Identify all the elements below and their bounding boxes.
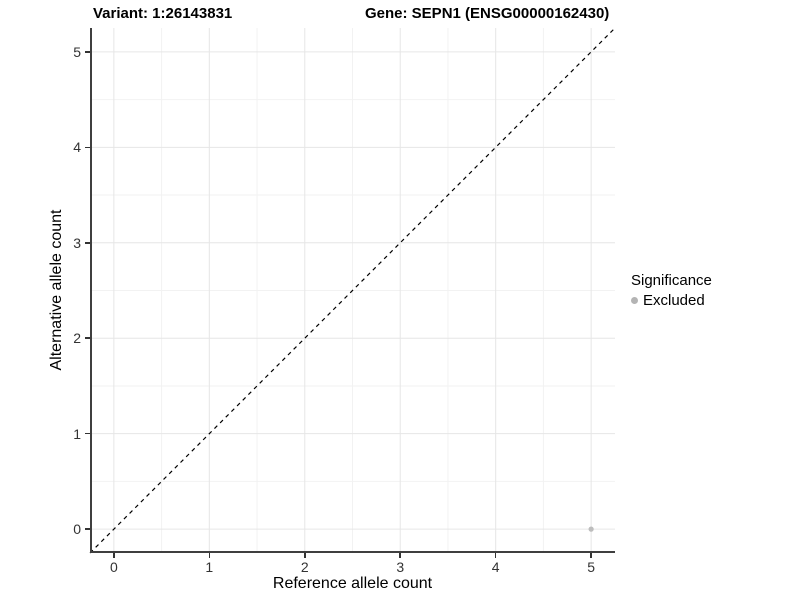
legend: Significance Excluded <box>631 272 712 309</box>
excluded-point-icon <box>631 297 638 304</box>
x-tick-mark <box>304 553 306 558</box>
variant-title: Variant: 1:26143831 <box>93 5 233 22</box>
y-axis-title: Alternative allele count <box>48 209 65 371</box>
plot-panel <box>89 27 616 554</box>
identity-line <box>89 27 616 554</box>
y-tick-mark <box>85 242 90 244</box>
x-tick-label: 5 <box>587 559 596 575</box>
y-tick-mark <box>85 51 90 53</box>
x-tick-label: 3 <box>396 559 405 575</box>
x-tick-mark <box>399 553 401 558</box>
legend-item-label: Excluded <box>643 292 705 309</box>
y-tick-label: 0 <box>73 521 81 538</box>
x-tick-label: 1 <box>205 559 214 575</box>
x-tick-mark <box>494 553 497 558</box>
chart-canvas <box>89 27 616 554</box>
data-point-excluded <box>588 526 594 532</box>
x-tick-mark <box>590 553 592 558</box>
y-tick-mark <box>85 146 90 149</box>
x-tick-mark <box>208 553 211 558</box>
x-tick-mark <box>113 553 115 558</box>
y-tick-label: 5 <box>73 43 81 60</box>
y-tick-label: 3 <box>73 234 81 251</box>
legend-item-excluded: Excluded <box>631 292 712 309</box>
x-tick-label: 4 <box>491 559 500 575</box>
y-tick-label: 2 <box>73 330 81 347</box>
gene-title: Gene: SEPN1 (ENSG00000162430) <box>365 5 610 22</box>
y-tick-mark <box>85 337 90 339</box>
x-tick-label: 0 <box>109 559 118 575</box>
y-tick-label: 4 <box>73 139 81 156</box>
y-tick-label: 1 <box>73 425 81 442</box>
legend-title: Significance <box>631 272 712 289</box>
y-tick-mark <box>85 432 90 435</box>
x-axis-title: Reference allele count <box>272 575 433 592</box>
x-tick-label: 2 <box>300 559 309 575</box>
y-tick-mark <box>85 528 90 530</box>
